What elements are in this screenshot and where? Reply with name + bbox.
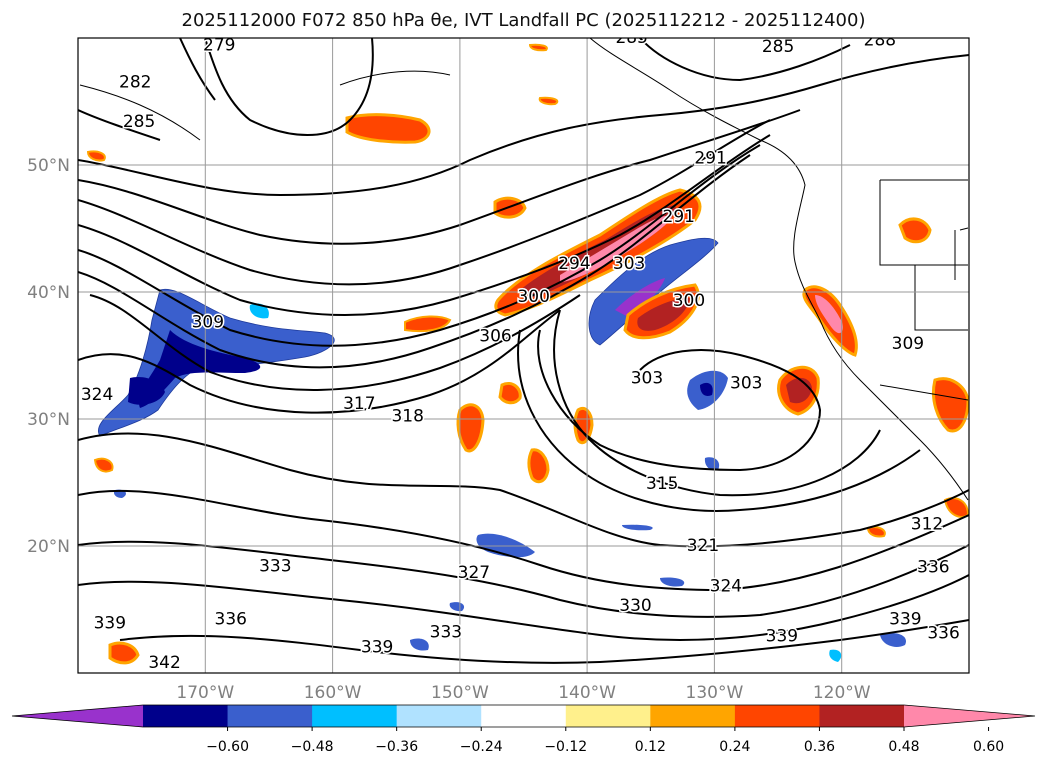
- colorbar-tick-label: 0.36: [804, 739, 835, 755]
- contour-label: 324: [710, 577, 742, 597]
- colorbar-bin: [565, 705, 651, 727]
- colorbar-bin: [481, 705, 567, 727]
- contour-label: 333: [430, 622, 462, 642]
- plot-title: 2025112000 F072 850 hPa θe, IVT Landfall…: [181, 10, 866, 31]
- contour-label: 309: [192, 313, 224, 333]
- contour-label: 285: [762, 37, 794, 57]
- contour-label: 318: [391, 407, 423, 427]
- coastlines: [79, 38, 969, 501]
- gridlines: [78, 38, 969, 673]
- colorbar-extend-low: [12, 705, 143, 727]
- theta-e-contours: [78, 38, 969, 664]
- contour-label: 285: [615, 28, 647, 48]
- colorbar-bin: [396, 705, 482, 727]
- contour-label: 294: [558, 254, 590, 274]
- lat-label-30n: 30°N: [27, 410, 70, 430]
- contour-label: 317: [343, 394, 375, 414]
- colorbar-bin: [143, 705, 229, 727]
- contour-label: 306: [479, 327, 511, 347]
- colorbar-tick-label: 0.12: [635, 739, 666, 755]
- colorbar-bin: [650, 705, 736, 727]
- lat-label-20n: 20°N: [27, 537, 70, 557]
- lat-label-50n: 50°N: [27, 156, 70, 176]
- contour-label: 339: [889, 610, 921, 630]
- contour-label: 285: [123, 112, 155, 132]
- map-frame: [77, 37, 970, 674]
- colorbar-tick-label: −0.60: [206, 739, 249, 755]
- contour-labels: 282 285 279 285 285 288 291 291 294 300 303 300 306 3…: [79, 28, 961, 673]
- colorbar-tick-label: −0.48: [291, 739, 334, 755]
- colorbar-tick-label: 0.48: [888, 739, 919, 755]
- contour-label: 279: [203, 36, 235, 56]
- contour-label: 339: [361, 638, 393, 658]
- contour-label: 303: [730, 374, 762, 394]
- colorbar-bin: [227, 705, 313, 727]
- lon-label-130w: 130°W: [686, 683, 744, 703]
- colorbar-tick-label: 0.24: [719, 739, 750, 755]
- contour-label: 333: [259, 556, 291, 576]
- contour-label: 336: [917, 558, 949, 578]
- colorbar-tick-label: 0.60: [973, 739, 1004, 755]
- colorbar-tick-label: −0.24: [460, 739, 503, 755]
- colorbar-extend-high: [904, 705, 1035, 727]
- colorbar-outline: [11, 704, 1036, 728]
- contour-label: 291: [663, 207, 695, 227]
- contour-label: 339: [766, 626, 798, 646]
- map-field: 282 285 279 285 285 288 291 291 294 300 303 300 306 3…: [78, 28, 969, 673]
- contour-label: 288: [864, 31, 896, 51]
- contour-label: 321: [687, 536, 719, 556]
- contour-label: 303: [613, 254, 645, 274]
- contour-label: 312: [911, 514, 943, 534]
- lon-label-160w: 160°W: [304, 683, 362, 703]
- contour-label: 336: [215, 610, 247, 630]
- contour-label: 336: [927, 624, 959, 644]
- contour-label: 324: [81, 385, 113, 405]
- lon-label-140w: 140°W: [558, 683, 616, 703]
- colorbar-tick-label: −0.12: [544, 739, 587, 755]
- contour-label: 342: [148, 653, 180, 673]
- contour-label: 300: [673, 291, 705, 311]
- contour-label: 300: [517, 287, 549, 307]
- colorbar-bin: [734, 705, 820, 727]
- contour-label: 303: [631, 368, 663, 388]
- contour-label: 291: [694, 149, 726, 169]
- contour-label: 315: [646, 474, 678, 494]
- colorbar-bin: [312, 705, 398, 727]
- contour-label: 309: [892, 334, 924, 354]
- contour-label: 330: [619, 596, 651, 616]
- positive-shading: [86, 43, 969, 665]
- colorbar-tick-label: −0.36: [375, 739, 418, 755]
- contour-label: 339: [94, 614, 126, 634]
- colorbar-bin: [819, 705, 905, 727]
- contour-label: 282: [119, 73, 151, 93]
- lon-label-150w: 150°W: [431, 683, 489, 703]
- lat-axis: 50°N 40°N 30°N 20°N: [27, 156, 70, 557]
- lon-label-170w: 170°W: [176, 683, 234, 703]
- colorbar: −0.60 −0.48 −0.36 −0.24 −0.12 0.12 0.24 0.36 0.4…: [11, 704, 1036, 755]
- lat-label-40n: 40°N: [27, 283, 70, 303]
- lon-label-120w: 120°W: [813, 683, 871, 703]
- lon-axis: 170°W 160°W 150°W 140°W 130°W 120°W: [176, 683, 870, 703]
- contour-label: 327: [458, 563, 490, 583]
